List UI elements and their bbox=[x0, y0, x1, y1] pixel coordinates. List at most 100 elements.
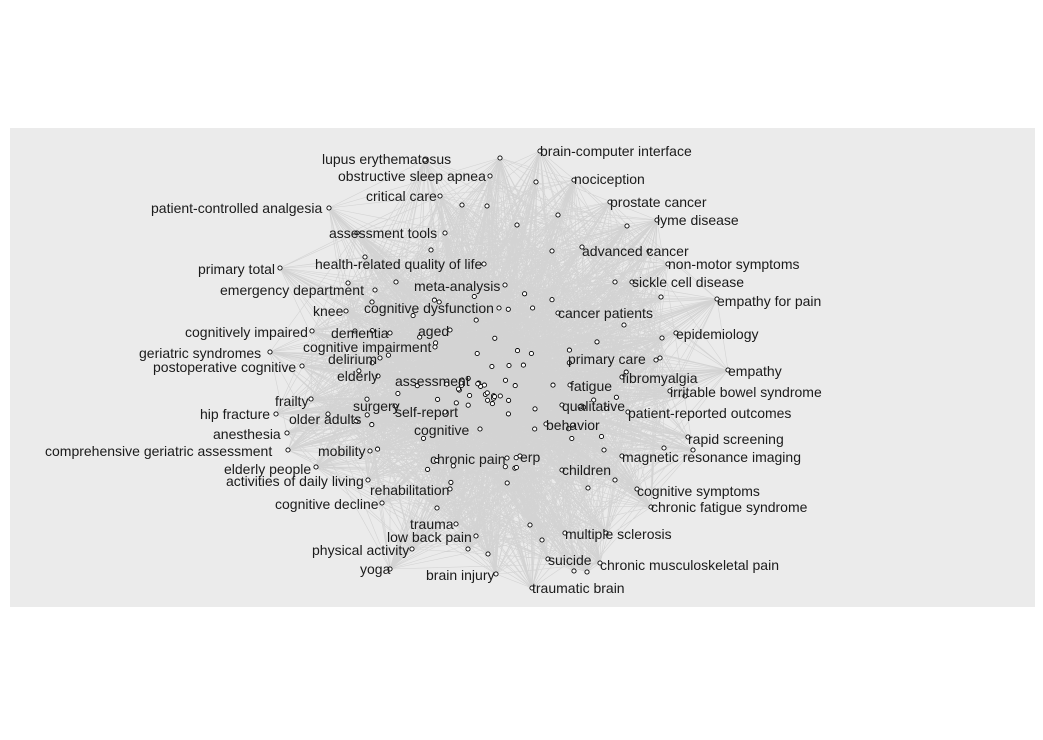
node-frailty bbox=[308, 396, 314, 402]
node bbox=[584, 569, 590, 575]
node-label: cognitive dysfunction bbox=[364, 300, 494, 316]
node-chronic-pain bbox=[504, 455, 510, 461]
node-self-report bbox=[442, 409, 448, 415]
node-trauma bbox=[453, 521, 459, 527]
node-label: trauma bbox=[410, 516, 454, 532]
node-irritable-bowel-syndrome bbox=[667, 388, 673, 394]
node bbox=[504, 480, 510, 486]
node-label: assessment tools bbox=[329, 225, 437, 241]
node-label: mobility bbox=[318, 443, 365, 459]
node bbox=[513, 464, 519, 471]
node-label: fibromyalgia bbox=[622, 370, 698, 386]
node-elderly bbox=[375, 373, 381, 379]
node bbox=[661, 445, 667, 451]
node-label: geriatric syndromes bbox=[139, 345, 261, 361]
node-patient-controlled-analgesia bbox=[326, 205, 332, 211]
node-label: lupus erythematosus bbox=[322, 151, 451, 167]
node-label: nociception bbox=[574, 171, 645, 187]
node-prostate-cancer bbox=[607, 199, 613, 205]
node-label: rapid screening bbox=[688, 431, 784, 447]
node bbox=[393, 279, 399, 285]
node bbox=[603, 405, 609, 411]
node bbox=[485, 397, 491, 403]
node-label: aged bbox=[418, 323, 449, 339]
node-label: fatigue bbox=[570, 378, 612, 394]
plot-panel-background bbox=[10, 128, 1035, 607]
node bbox=[364, 396, 370, 402]
node bbox=[621, 322, 627, 328]
node bbox=[431, 297, 437, 303]
node bbox=[485, 551, 491, 557]
node-chronic-musculoskeletal-pain bbox=[597, 560, 603, 566]
node-chronic-fatigue-syndrome bbox=[648, 504, 654, 510]
node bbox=[484, 390, 490, 396]
node bbox=[530, 305, 536, 311]
node bbox=[448, 479, 454, 485]
node bbox=[369, 422, 375, 428]
node-hip-fracture bbox=[273, 411, 279, 417]
node bbox=[489, 363, 495, 370]
node-label: cognitive decline bbox=[275, 496, 379, 512]
node-label: rehabilitation bbox=[370, 482, 449, 498]
node-label: epidemiology bbox=[676, 326, 759, 342]
node-label: hip fracture bbox=[200, 406, 270, 422]
node bbox=[362, 254, 368, 260]
node-label: physical activity bbox=[312, 542, 409, 558]
node-label: activities of daily living bbox=[226, 473, 364, 489]
node-lyme-disease bbox=[654, 217, 660, 223]
node bbox=[458, 380, 464, 386]
node bbox=[369, 328, 375, 334]
node-emergency-department bbox=[372, 287, 378, 293]
node bbox=[601, 447, 607, 453]
node bbox=[565, 426, 572, 432]
node-health-related-quality-of-life bbox=[481, 261, 487, 267]
node-label: yoga bbox=[360, 561, 391, 577]
node bbox=[555, 212, 561, 218]
node-children bbox=[559, 467, 565, 473]
node bbox=[471, 293, 477, 300]
node-label: brain-computer interface bbox=[540, 143, 692, 159]
node-label: traumatic brain bbox=[532, 580, 625, 596]
node-anesthesia bbox=[284, 430, 290, 436]
node-label: suicide bbox=[548, 552, 592, 568]
node-cognitive-decline bbox=[379, 500, 385, 506]
node-cognitively-impaired bbox=[309, 328, 315, 334]
node-qualitative bbox=[559, 402, 565, 408]
node bbox=[502, 377, 509, 383]
node bbox=[594, 339, 600, 345]
node-postoperative-cognitive bbox=[299, 363, 305, 369]
node bbox=[549, 248, 555, 254]
node bbox=[417, 334, 423, 340]
node-label: cognitive bbox=[414, 422, 469, 438]
node-label: cognitive impairment bbox=[303, 339, 431, 355]
node bbox=[566, 360, 572, 366]
node-rapid-screening bbox=[685, 434, 691, 440]
node-label: sickle cell disease bbox=[632, 274, 744, 290]
node-label: delirium bbox=[328, 351, 377, 367]
node bbox=[623, 369, 629, 375]
node bbox=[481, 382, 487, 388]
node bbox=[414, 383, 420, 389]
node bbox=[455, 386, 462, 392]
node bbox=[598, 433, 605, 440]
node bbox=[433, 340, 439, 346]
node-rehabilitation bbox=[447, 486, 453, 492]
node-lupus-erythematosus bbox=[422, 157, 428, 163]
node-multiple-sclerosis bbox=[562, 530, 568, 536]
node-empathy-for-pain bbox=[714, 296, 720, 302]
node bbox=[395, 390, 401, 397]
node-label: behavior bbox=[546, 417, 600, 433]
node bbox=[369, 299, 375, 305]
node-meta-analysis bbox=[502, 282, 508, 288]
node-label: health-related quality of life bbox=[315, 256, 483, 272]
node-label: surgery bbox=[353, 398, 400, 414]
node-label: advanced cancer bbox=[582, 243, 689, 259]
node bbox=[690, 447, 696, 453]
node-label: dementia bbox=[331, 325, 389, 341]
node bbox=[375, 446, 381, 452]
node-fibromyalgia bbox=[619, 374, 625, 380]
network-nodes bbox=[267, 148, 731, 591]
node-delirium bbox=[377, 355, 383, 361]
node bbox=[353, 418, 359, 424]
node-low-back-pain bbox=[473, 533, 479, 539]
